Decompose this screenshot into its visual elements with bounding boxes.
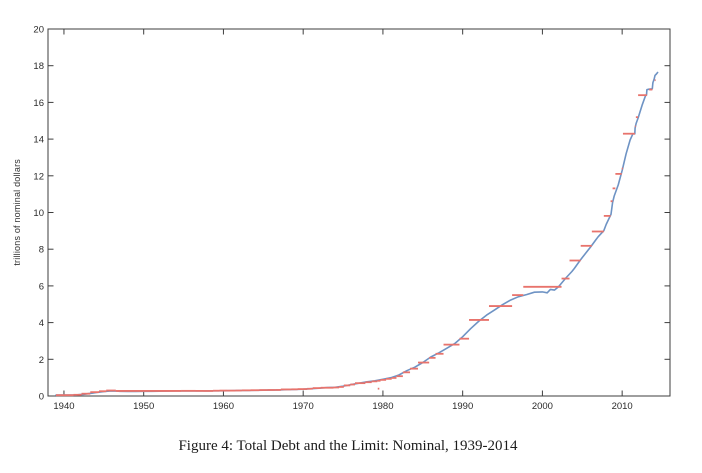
- y-tick-label: 16: [33, 98, 44, 109]
- y-tick-label: 8: [39, 245, 44, 256]
- x-tick-label: 1940: [53, 401, 74, 412]
- x-tick-label: 2010: [612, 401, 633, 412]
- y-tick-label: 2: [39, 355, 44, 366]
- x-tick-label: 1950: [133, 401, 154, 412]
- y-tick-label: 14: [33, 135, 44, 146]
- figure-caption: Figure 4: Total Debt and the Limit: Nomi…: [178, 438, 518, 454]
- y-tick-label: 12: [33, 171, 44, 182]
- y-tick-label: 0: [39, 392, 44, 403]
- y-tick-label: 4: [39, 318, 44, 329]
- x-tick-label: 1980: [372, 401, 393, 412]
- x-tick-label: 1990: [452, 401, 473, 412]
- y-tick-label: 18: [33, 61, 44, 72]
- y-tick-label: 20: [33, 25, 44, 36]
- y-axis-label: trillions of nominal dollars: [11, 29, 23, 396]
- y-tick-label: 10: [33, 208, 44, 219]
- total-debt-line: [55, 71, 659, 396]
- chart-canvas: 1940 1950 1960 1970 1980 1990 2000 2010 0 2 4 6 8 10 1…: [33, 25, 671, 412]
- x-tick-label: 1970: [293, 401, 314, 412]
- y-tick-label: 6: [39, 281, 44, 292]
- y-axis-label-text: trillions of nominal dollars: [12, 159, 22, 266]
- plot-frame: [47, 28, 671, 397]
- x-tick-label: 2000: [532, 401, 553, 412]
- debt-chart: 1940 1950 1960 1970 1980 1990 2000 2010 0 2 4 6 8 10 1…: [11, 25, 671, 412]
- x-tick-label: 1960: [213, 401, 234, 412]
